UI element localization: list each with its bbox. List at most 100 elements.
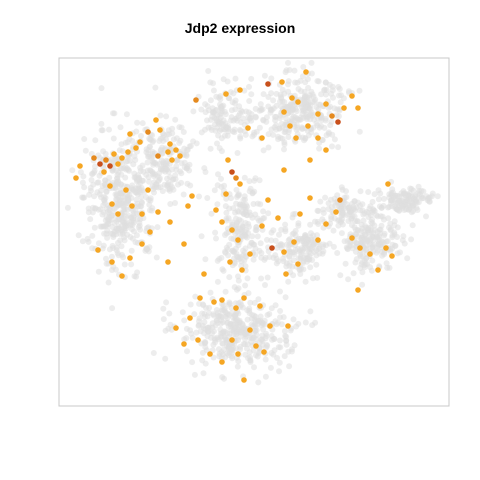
background-cell-point [338, 217, 345, 224]
expressing-cell-point [315, 135, 321, 141]
background-cell-point [330, 227, 337, 234]
background-cell-point [242, 263, 249, 270]
background-cell-point [253, 352, 259, 359]
expressing-cell-point [197, 295, 203, 301]
background-cell-point [251, 129, 258, 136]
background-cell-point [221, 132, 228, 139]
background-cell-point [196, 193, 202, 200]
background-cell-point [308, 129, 315, 136]
background-cell-point [289, 249, 296, 256]
background-cell-point [95, 240, 102, 247]
background-cell-point [265, 144, 272, 151]
background-cell-point [82, 147, 89, 154]
background-cell-point [254, 233, 261, 240]
background-cell-point [311, 98, 318, 105]
expressing-cell-point [315, 111, 321, 117]
expressing-cell-point [323, 101, 329, 107]
background-cell-point [249, 335, 256, 342]
background-cell-point [180, 191, 187, 198]
background-cell-point [132, 157, 139, 163]
background-cell-point [162, 327, 169, 334]
background-cell-point [357, 253, 364, 260]
background-cell-point [226, 274, 233, 281]
background-cell-point [81, 136, 88, 142]
expressing-cell-point [375, 267, 381, 273]
background-cell-point [134, 119, 141, 126]
background-cell-point [285, 78, 292, 85]
background-cell-point [183, 325, 190, 332]
background-cell-point [335, 222, 342, 229]
background-cell-point [239, 201, 246, 208]
background-cell-point [239, 223, 246, 230]
background-cell-point [210, 87, 217, 94]
background-cell-point [241, 174, 248, 181]
background-cell-point [89, 232, 96, 239]
background-cell-point [359, 281, 366, 288]
background-cell-point [246, 305, 253, 312]
background-cell-point [213, 317, 220, 324]
background-cell-point [235, 277, 242, 284]
background-cell-point [300, 106, 307, 113]
background-cell-point [257, 101, 264, 108]
background-cell-point [280, 314, 287, 321]
background-cell-point [198, 233, 205, 240]
background-cell-point [137, 167, 144, 174]
expressing-cell-point [201, 271, 207, 277]
background-cell-point [299, 245, 305, 252]
background-cell-point [139, 120, 146, 127]
background-cell-point [249, 233, 256, 240]
background-cell-point [275, 344, 282, 351]
background-cell-point [276, 368, 282, 375]
background-cell-point [235, 285, 242, 292]
expressing-cell-point [235, 237, 241, 243]
background-cell-point [229, 347, 236, 353]
background-cell-point [292, 79, 299, 86]
expressing-cell-point [219, 359, 225, 365]
background-cell-point [195, 322, 202, 329]
background-cell-point [279, 135, 286, 142]
background-cell-point [286, 118, 293, 125]
background-cell-point [169, 166, 175, 173]
expressing-cell-point [107, 183, 113, 189]
background-cell-point [277, 308, 284, 314]
background-cell-point [176, 124, 183, 131]
background-cell-point [262, 254, 269, 261]
background-cell-point [268, 237, 275, 244]
background-cell-point [317, 198, 324, 205]
background-cell-point [345, 276, 352, 283]
background-cell-point [282, 294, 289, 301]
background-cell-point [91, 169, 98, 176]
background-cell-point [234, 208, 241, 215]
background-cell-point [357, 188, 364, 195]
background-cell-point [137, 203, 144, 210]
expressing-cell-point [145, 187, 151, 193]
background-cell-point [248, 315, 255, 322]
background-cell-point [101, 197, 107, 203]
background-cell-point [255, 379, 262, 386]
background-cell-point [233, 215, 239, 222]
background-cell-point [391, 218, 398, 225]
expressing-cell-point [241, 295, 247, 301]
background-cell-point [221, 108, 228, 115]
expressing-cell-point [285, 323, 291, 329]
background-cell-point [180, 129, 187, 135]
background-cell-point [238, 218, 244, 224]
background-cell-point [146, 178, 152, 185]
background-cell-point [160, 316, 167, 323]
background-cell-point [64, 204, 71, 211]
expressing-cell-point [385, 181, 391, 187]
background-cell-point [319, 137, 326, 143]
expressing-cell-point [233, 175, 239, 181]
background-cell-point [114, 175, 121, 182]
expressing-cell-point [145, 129, 151, 135]
expressing-cell-point [177, 153, 183, 159]
background-cell-point [103, 205, 110, 212]
background-cell-point [98, 120, 105, 127]
background-cell-point [334, 106, 341, 113]
background-cell-point [217, 101, 223, 108]
background-cell-point [241, 341, 248, 348]
background-cell-point [414, 207, 421, 213]
expressing-cell-point [293, 135, 299, 141]
expressing-cell-point [195, 337, 201, 343]
background-cell-point [349, 206, 356, 213]
